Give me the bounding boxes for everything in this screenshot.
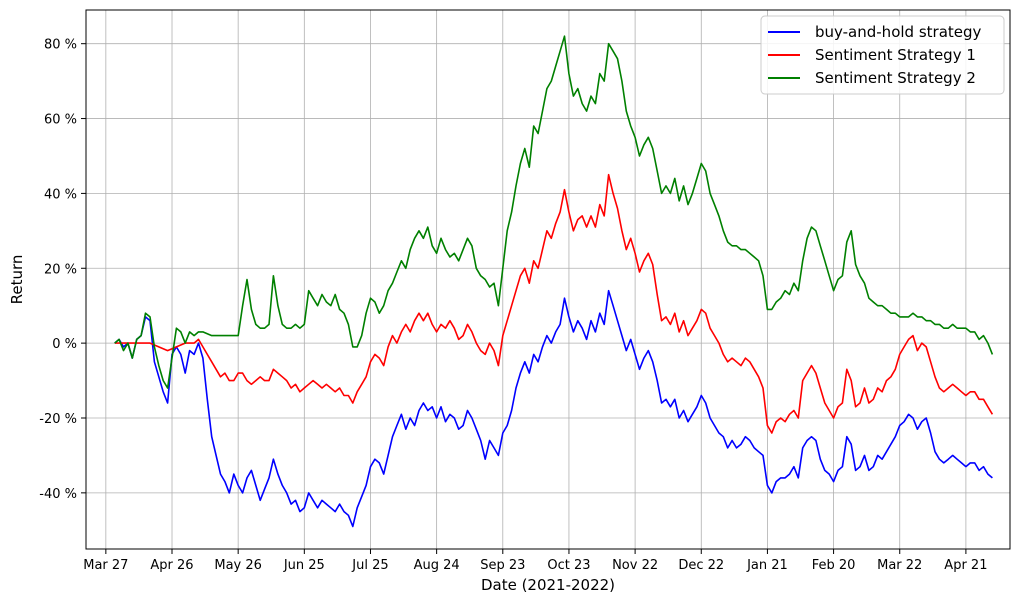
y-tick-label: -40 % xyxy=(39,487,77,502)
x-axis-label: Date (2021-2022) xyxy=(481,576,615,594)
y-tick-label: 40 % xyxy=(44,187,77,202)
y-tick-label: 0 % xyxy=(52,337,77,352)
x-tick-label: Mar 22 xyxy=(877,558,922,573)
y-axis-label: Return xyxy=(8,255,26,305)
x-tick-label: Aug 24 xyxy=(414,558,460,573)
x-tick-label: Jun 25 xyxy=(283,558,325,573)
y-tick-label: 80 % xyxy=(44,38,77,53)
x-tick-label: Apr 26 xyxy=(150,558,193,573)
y-tick-label: 60 % xyxy=(44,113,77,128)
series-line-3 xyxy=(114,35,994,389)
x-tick-label: Sep 23 xyxy=(480,558,525,573)
x-axis: Mar 27 Apr 26 May 26 Jun 25 Jul 25 Aug 24 Sep … xyxy=(83,549,987,573)
grid-lines xyxy=(86,10,1010,549)
x-tick-label: Apr 21 xyxy=(944,558,987,573)
x-tick-label: Dec 22 xyxy=(678,558,724,573)
plot-area xyxy=(114,35,994,528)
legend-box xyxy=(760,15,1005,95)
x-tick-label: Feb 20 xyxy=(812,558,856,573)
legend-label: Sentiment Strategy 1 xyxy=(815,46,976,64)
legend-label: Sentiment Strategy 2 xyxy=(815,69,976,87)
x-tick-label: May 26 xyxy=(214,558,262,573)
y-tick-label: 20 % xyxy=(44,262,77,277)
x-tick-label: Mar 27 xyxy=(83,558,128,573)
x-tick-label: Jul 25 xyxy=(351,558,388,573)
x-tick-label: Oct 23 xyxy=(547,558,590,573)
x-tick-label: Nov 22 xyxy=(612,558,658,573)
x-tick-label: Jan 21 xyxy=(746,558,788,573)
y-tick-label: -20 % xyxy=(39,412,77,427)
series-line-2 xyxy=(114,173,994,434)
legend: buy-and-hold strategy Sentiment Strategy … xyxy=(760,15,1005,95)
plot-frame xyxy=(85,9,1011,550)
y-axis: -40 % -20 % 0 % 20 % 40 % 60 % 80 % xyxy=(39,38,86,502)
series-line-1 xyxy=(114,289,993,528)
legend-label: buy-and-hold strategy xyxy=(815,23,982,41)
